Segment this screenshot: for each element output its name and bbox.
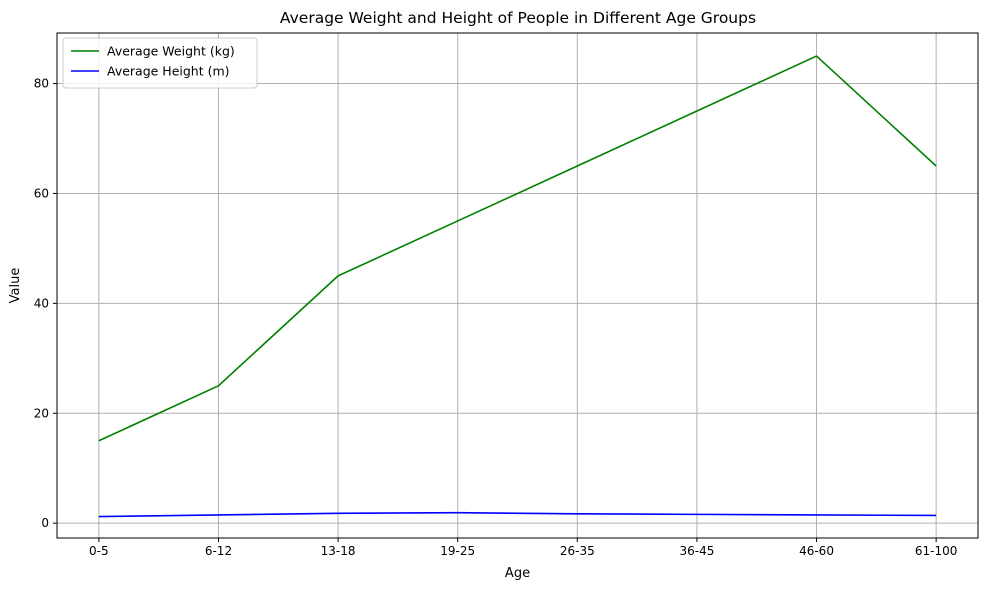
- x-tick-label: 19-25: [440, 544, 475, 558]
- x-axis-label: Age: [505, 566, 530, 581]
- series-line-1: [98, 55, 937, 442]
- y-axis-label: Value: [8, 268, 23, 304]
- y-tick-label: 40: [34, 296, 49, 310]
- chart-title: Average Weight and Height of People in D…: [280, 9, 756, 27]
- legend-label: Average Weight (kg): [107, 44, 235, 59]
- x-tick-label: 26-35: [560, 544, 595, 558]
- x-tick-label: 61-100: [915, 544, 958, 558]
- plot-frame: [56, 32, 979, 539]
- x-tick-label: 13-18: [321, 544, 356, 558]
- grid: [57, 33, 978, 538]
- ticks: 0-5 6-12 13-18 19-25 26-35 36-45 46-60 61-100 0 2…: [34, 77, 958, 558]
- x-tick-label: 36-45: [679, 544, 714, 558]
- x-tick-label: 0-5: [89, 544, 109, 558]
- legend-box: [62, 37, 258, 89]
- x-tick-label: 6-12: [205, 544, 232, 558]
- legend-label: Average Height (m): [107, 64, 230, 79]
- series-line-2: [98, 511, 937, 518]
- x-tick-label: 46-60: [799, 544, 834, 558]
- y-tick-label: 20: [34, 406, 49, 420]
- y-tick-label: 80: [34, 77, 49, 91]
- y-tick-label: 0: [41, 516, 49, 530]
- legend: Average Weight (kg) Average Height (m): [62, 37, 258, 89]
- series-layer: [98, 55, 937, 518]
- y-tick-label: 60: [34, 186, 49, 200]
